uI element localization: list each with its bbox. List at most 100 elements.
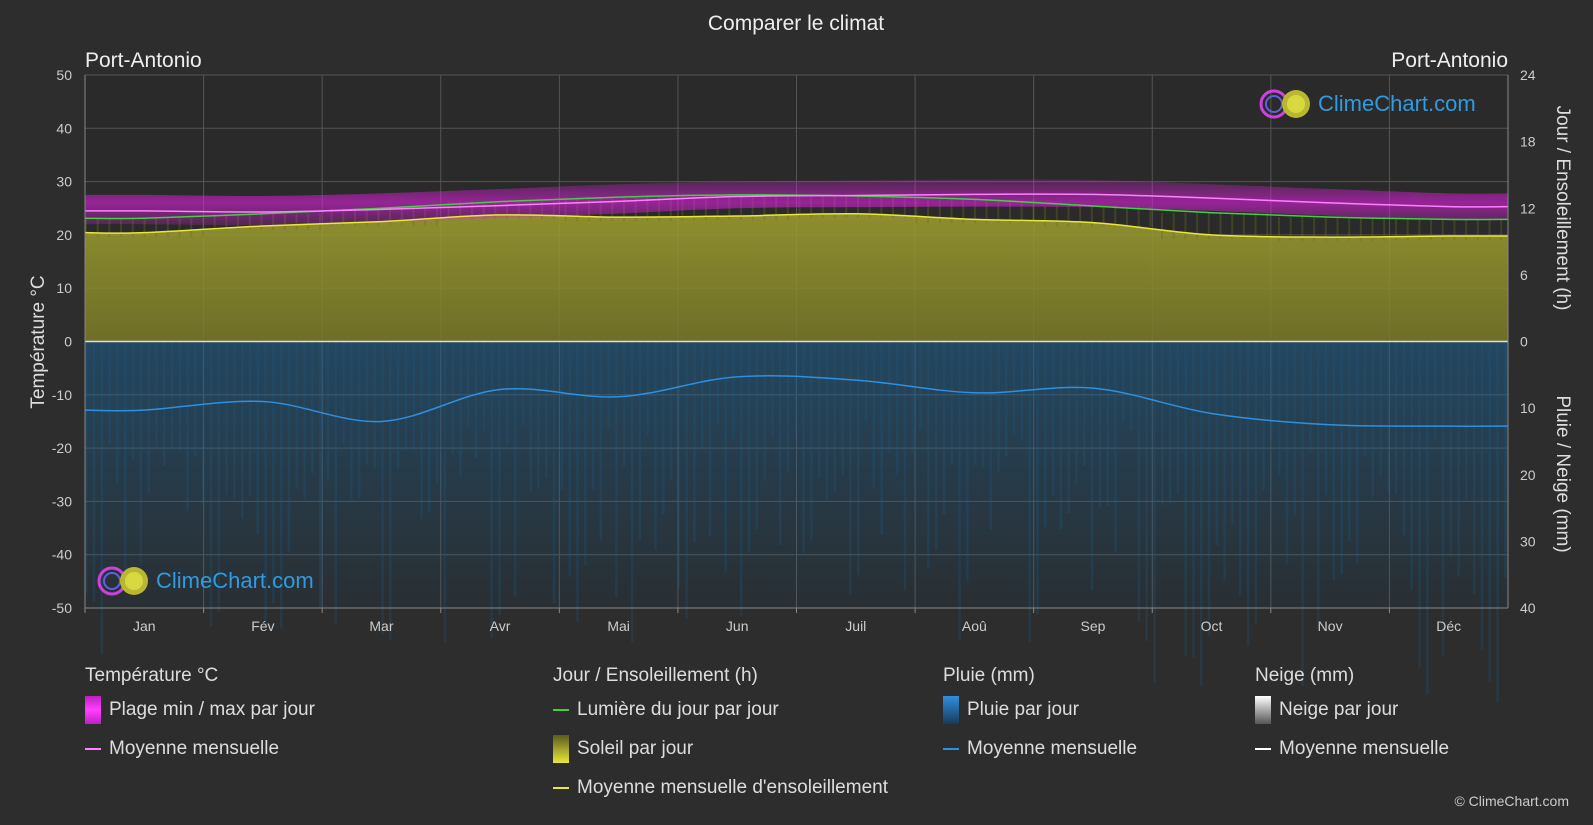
rain-day-bar — [700, 341, 704, 448]
x-tick-label: Nov — [1318, 618, 1343, 634]
rain-day-bar — [1152, 341, 1271, 608]
rain-day-bar — [1387, 341, 1390, 492]
rain-day-bar — [973, 341, 977, 466]
rain-day-bar — [747, 341, 751, 552]
sunshine-day-bar — [1266, 212, 1269, 239]
rain-day-bar — [1285, 341, 1289, 565]
rain-day-bar — [989, 341, 992, 531]
rain-day-bar — [1215, 341, 1219, 546]
rain-day-bar — [669, 341, 673, 480]
rain-day-bar — [677, 341, 797, 608]
sunshine-day-bar — [927, 199, 930, 224]
rain-day-bar — [638, 341, 642, 541]
rain-day-bar — [256, 341, 260, 534]
rain-day-bar — [287, 341, 291, 553]
rain-day-bar — [513, 341, 517, 596]
rain-day-bar — [895, 341, 899, 476]
rain-day-bar — [201, 341, 205, 503]
sunshine-day-bar — [1207, 212, 1210, 239]
rain-day-bar — [1192, 341, 1195, 658]
rain-day-bar — [1231, 341, 1234, 525]
rain-day-bar — [1410, 341, 1414, 590]
x-tick-label: Avr — [490, 618, 511, 634]
sunshine-day-bar — [1020, 199, 1023, 224]
rain-day-bar — [915, 341, 1034, 608]
rain-day-bar — [919, 341, 922, 430]
rain-day-bar — [1059, 341, 1063, 530]
sunshine-day-bar — [120, 218, 123, 237]
rain-day-bar — [396, 341, 400, 469]
rain-day-bar — [311, 341, 314, 474]
legend-temp-range: Plage min / max par jour — [85, 690, 315, 729]
sunshine-day-bar — [1476, 219, 1479, 241]
rain-day-bar — [498, 341, 501, 616]
sunshine-day-bar — [1394, 219, 1397, 241]
rain-day-bar — [123, 341, 127, 589]
sunshine-day-bar — [1301, 217, 1304, 242]
y-left-tick-label: 30 — [56, 174, 72, 190]
rain-day-bar — [810, 341, 813, 540]
sunshine-day-bar — [96, 218, 99, 237]
chart-title: Comparer le climat — [708, 12, 884, 35]
legend-sunshine-mean-label: Moyenne mensuelle d'ensoleillement — [577, 777, 888, 798]
rain-day-bar — [755, 341, 759, 530]
sunshine-day-bar — [1289, 217, 1292, 242]
sunshine-day-bar — [1196, 212, 1199, 239]
sunshine-day-bar — [190, 218, 193, 237]
x-tick-label: Juil — [845, 618, 866, 634]
legend-rain-mean: Moyenne mensuelle — [943, 729, 1137, 768]
x-tick-label: Déc — [1436, 618, 1461, 634]
rain-mean-line — [84, 375, 1509, 427]
rain-day-bar — [279, 341, 283, 629]
rain-day-bar — [825, 341, 829, 500]
sunshine-day-bar — [1371, 217, 1374, 242]
rain-day-bar — [131, 341, 135, 459]
rain-day-bar — [1238, 341, 1242, 596]
sunshine-day-bar — [1465, 219, 1468, 241]
rain-day-bar — [1301, 341, 1304, 687]
legend-sun: Jour / Ensoleillement (h) Lumière du jou… — [553, 662, 888, 807]
rain-day-bar — [584, 341, 587, 566]
rain-day-bar — [1480, 341, 1484, 650]
legend-sunshine-label: Soleil par jour — [577, 738, 694, 759]
x-tick-label: Jan — [133, 618, 156, 634]
rain-day-bar — [420, 341, 423, 519]
rain-day-bar — [771, 341, 774, 439]
x-tick-label: Jun — [726, 618, 749, 634]
sunshine-day-bar — [1383, 217, 1386, 242]
legend-rain-label: Pluie par jour — [967, 699, 1079, 720]
sunshine-day-bar — [1067, 206, 1070, 227]
rain-day-bar — [334, 341, 338, 624]
rain-day-bar — [1176, 341, 1180, 495]
y-left-tick-label: -30 — [52, 493, 72, 509]
sunshine-day-bar — [1125, 206, 1128, 227]
y-left-tick-label: 0 — [64, 334, 72, 350]
sunshine-day-bar — [1313, 217, 1316, 242]
rain-day-bar — [997, 341, 1000, 473]
rain-day-bar — [1379, 341, 1382, 477]
sunshine-day-bar — [1277, 217, 1280, 242]
y-right-bottom-tick-label: 30 — [1520, 533, 1536, 549]
rain-day-bar — [1207, 341, 1211, 637]
legend-snow-label: Neige par jour — [1279, 699, 1399, 720]
rain-day-bar — [1153, 341, 1156, 683]
sunshine-day-bar — [1441, 219, 1444, 241]
rain-day-bar — [443, 341, 447, 643]
sunshine-day-bar — [1242, 212, 1245, 239]
rain-day-bar — [147, 341, 150, 493]
legend-snow-mean: Moyenne mensuelle — [1255, 729, 1449, 768]
rain-day-bar — [92, 341, 96, 603]
sunshine-area — [85, 213, 1508, 342]
location-left: Port-Antonio — [85, 49, 202, 72]
y-left-tick-label: -10 — [52, 387, 72, 403]
sunshine-day-bar — [1219, 212, 1222, 239]
x-tick-label: Mai — [607, 618, 630, 634]
y-right-top-tick-label: 0 — [1520, 334, 1528, 350]
y-right-top-tick-label: 18 — [1520, 134, 1536, 150]
legend-temperature: Température °C Plage min / max par jour … — [85, 662, 315, 768]
rain-day-bar — [880, 341, 883, 535]
sunshine-day-bar — [786, 194, 789, 221]
sunshine-day-bar — [1149, 206, 1152, 227]
sunshine-day-bar — [166, 218, 169, 237]
rain-day-bar — [365, 341, 369, 465]
